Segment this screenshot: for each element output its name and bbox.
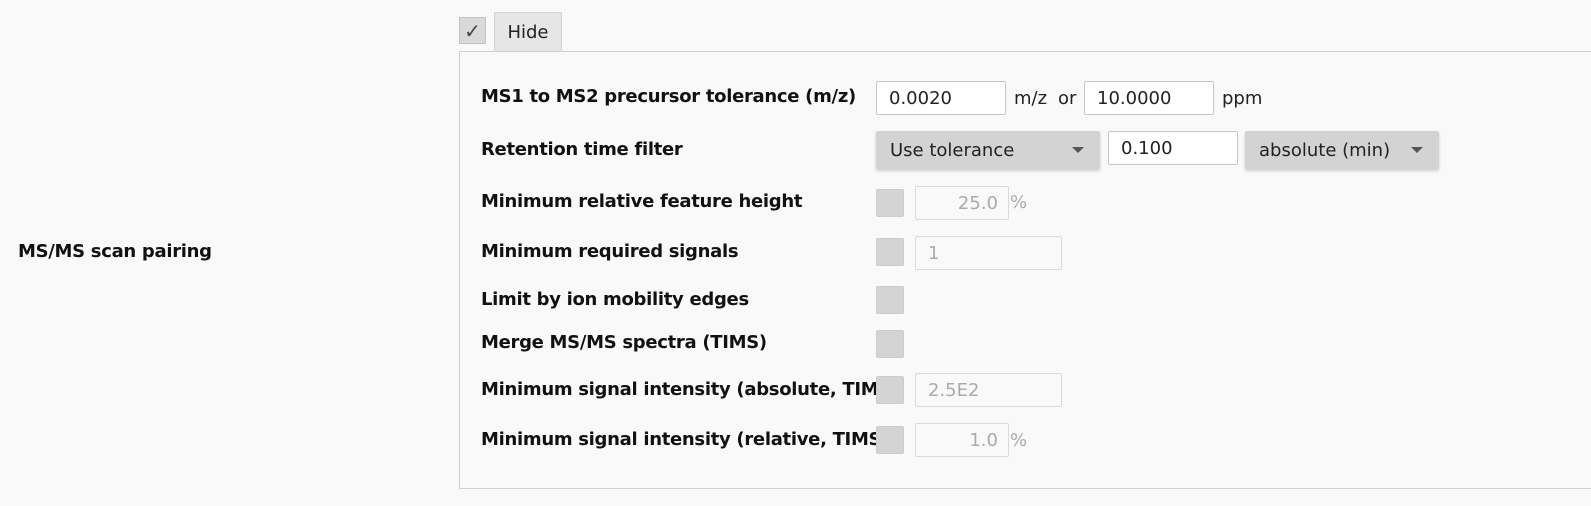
chevron-down-icon bbox=[1411, 147, 1423, 153]
min-feature-height-input[interactable]: 25.0 bbox=[915, 186, 1009, 220]
retention-unit-dropdown[interactable]: absolute (min) bbox=[1245, 131, 1439, 169]
percent-unit-label: % bbox=[1010, 192, 1028, 213]
min-abs-intensity-input[interactable]: 2.5E2 bbox=[915, 373, 1062, 407]
retention-unit-value: absolute (min) bbox=[1259, 139, 1391, 161]
hide-tab[interactable]: Hide bbox=[494, 12, 562, 52]
section-label: MS/MS scan pairing bbox=[18, 241, 212, 262]
min-abs-intensity-checkbox[interactable] bbox=[876, 376, 904, 404]
retention-mode-value: Use tolerance bbox=[890, 139, 1015, 161]
min-rel-intensity-input[interactable]: 1.0 bbox=[915, 423, 1009, 457]
ppm-tolerance-input[interactable]: 10.0000 bbox=[1084, 81, 1214, 115]
mz-unit-label: m/z bbox=[1014, 88, 1048, 109]
hide-checkbox[interactable]: ✓ bbox=[459, 17, 486, 44]
retention-tolerance-input[interactable]: 0.100 bbox=[1108, 131, 1238, 165]
min-signals-input[interactable]: 1 bbox=[915, 236, 1062, 270]
min-abs-intensity-label: Minimum signal intensity (absolute, TIMS… bbox=[481, 379, 899, 400]
ion-mobility-edges-checkbox[interactable] bbox=[876, 286, 904, 314]
or-label: or bbox=[1058, 88, 1077, 109]
mz-tolerance-input[interactable]: 0.0020 bbox=[876, 81, 1006, 115]
precursor-tolerance-label: MS1 to MS2 precursor tolerance (m/z) bbox=[481, 86, 856, 107]
ppm-unit-label: ppm bbox=[1222, 88, 1263, 109]
min-feature-height-label: Minimum relative feature height bbox=[481, 191, 803, 212]
ion-mobility-edges-label: Limit by ion mobility edges bbox=[481, 289, 749, 310]
merge-tims-label: Merge MS/MS spectra (TIMS) bbox=[481, 332, 767, 353]
merge-tims-checkbox[interactable] bbox=[876, 330, 904, 358]
min-signals-checkbox[interactable] bbox=[876, 238, 904, 266]
retention-mode-dropdown[interactable]: Use tolerance bbox=[876, 131, 1100, 169]
checkmark-icon: ✓ bbox=[464, 18, 481, 43]
percent-unit-label: % bbox=[1010, 430, 1028, 451]
settings-panel bbox=[459, 51, 1591, 489]
min-signals-label: Minimum required signals bbox=[481, 241, 739, 262]
min-feature-height-checkbox[interactable] bbox=[876, 189, 904, 217]
retention-time-label: Retention time filter bbox=[481, 139, 683, 160]
chevron-down-icon bbox=[1072, 147, 1084, 153]
min-rel-intensity-label: Minimum signal intensity (relative, TIMS… bbox=[481, 429, 890, 450]
min-rel-intensity-checkbox[interactable] bbox=[876, 426, 904, 454]
